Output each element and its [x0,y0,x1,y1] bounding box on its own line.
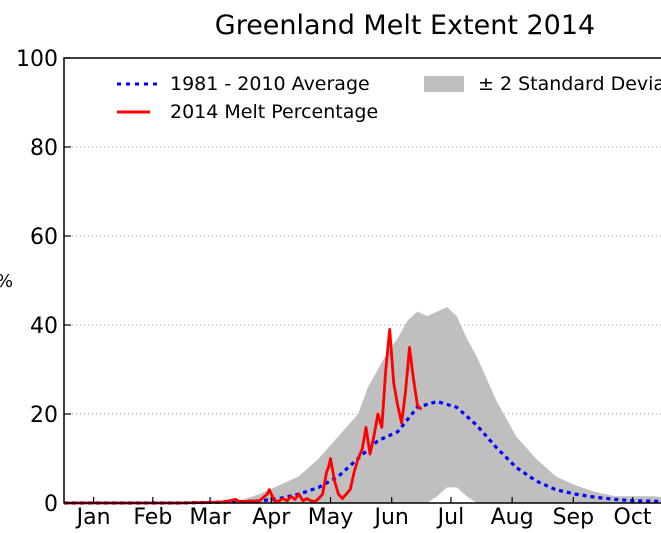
y-tick-label-20: 20 [30,403,58,428]
x-tick-label-jul: Jul [436,505,465,530]
x-tick-label-feb: Feb [133,505,172,530]
x-tick-label-aug: Aug [491,505,534,530]
y-tick-label-100: 100 [16,47,58,72]
x-tick-label-mar: Mar [189,505,231,530]
legend-melt-label: 2014 Melt Percentage [170,101,378,123]
melt-line-layer [64,328,423,505]
chart-title: Greenland Melt Extent 2014 [215,10,595,41]
legend-average-label: 1981 - 2010 Average [170,73,370,95]
std-dev-band-layer [64,307,661,503]
y-tick-label-0: 0 [44,492,58,517]
gridlines [64,146,661,415]
x-tick-label-apr: Apr [252,505,291,530]
x-tick-label-jun: Jun [373,505,409,530]
x-tick-label-may: May [308,505,353,530]
y-axis-ticks: 0 20 40 60 80 100 [16,47,71,517]
y-tick-label-40: 40 [30,314,58,339]
y-tick-label-60: 60 [30,225,58,250]
legend: 1981 - 2010 Average 2014 Melt Percentage… [117,73,661,123]
x-axis-ticks: Jan Feb Mar Apr May Jun Jul Aug Sep Oct [75,497,652,530]
x-tick-label-jan: Jan [75,505,111,530]
legend-std-dev-label: ± 2 Standard Deviations [478,73,661,95]
x-tick-label-sep: Sep [553,505,594,530]
melt-line [64,328,423,505]
y-axis-label: % [0,271,13,292]
y-tick-label-80: 80 [30,136,58,161]
legend-std-dev-swatch [424,76,464,92]
plot-frame [63,57,661,504]
std-dev-band [64,307,661,503]
x-tick-label-oct: Oct [614,505,652,530]
